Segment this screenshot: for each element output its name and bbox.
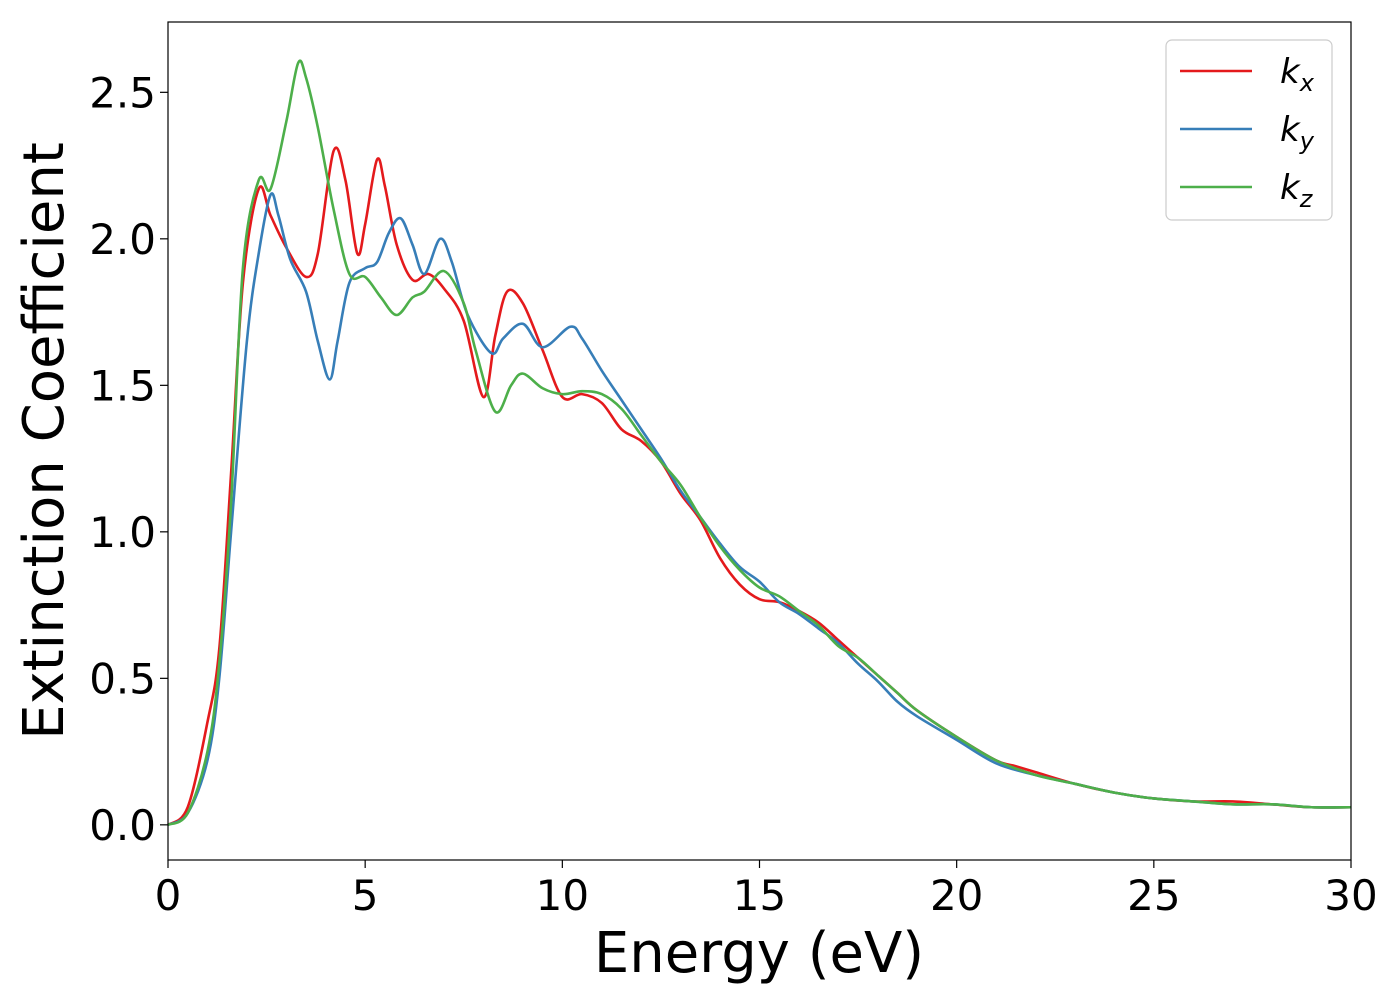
x-tick-label: 5 [352, 871, 379, 920]
y-tick-label: 2.5 [89, 68, 156, 117]
legend-label-y: ky [1280, 110, 1315, 155]
series-layer [167, 59, 1352, 827]
x-tick-label: 20 [930, 871, 983, 920]
y-tick-label: 2.0 [89, 215, 156, 264]
x-tick-label: 15 [733, 871, 786, 920]
y-tick-label: 0.5 [89, 654, 156, 703]
y-axis-label: Extinction Coefficient [12, 142, 77, 740]
x-tick-label: 30 [1324, 871, 1377, 920]
x-tick-label: 0 [155, 871, 182, 920]
legend-label-z: kz [1280, 168, 1314, 213]
legend: kx ky kz [1165, 39, 1333, 221]
y-tick-label: 1.0 [89, 508, 156, 557]
legend-label-x: kx [1280, 52, 1315, 97]
y-axis-ticks: 0.0 0.5 1.0 1.5 2.0 2.5 [89, 68, 168, 850]
x-tick-label: 10 [536, 871, 589, 920]
y-tick-label: 1.5 [89, 361, 156, 410]
x-tick-label: 25 [1127, 871, 1180, 920]
y-tick-label: 0.0 [89, 801, 156, 850]
x-axis-label: Energy (eV) [594, 921, 924, 986]
series-line-y [167, 192, 1352, 827]
series-line-z [167, 59, 1352, 827]
x-axis-ticks: 0 5 10 15 20 25 30 [155, 860, 1378, 920]
